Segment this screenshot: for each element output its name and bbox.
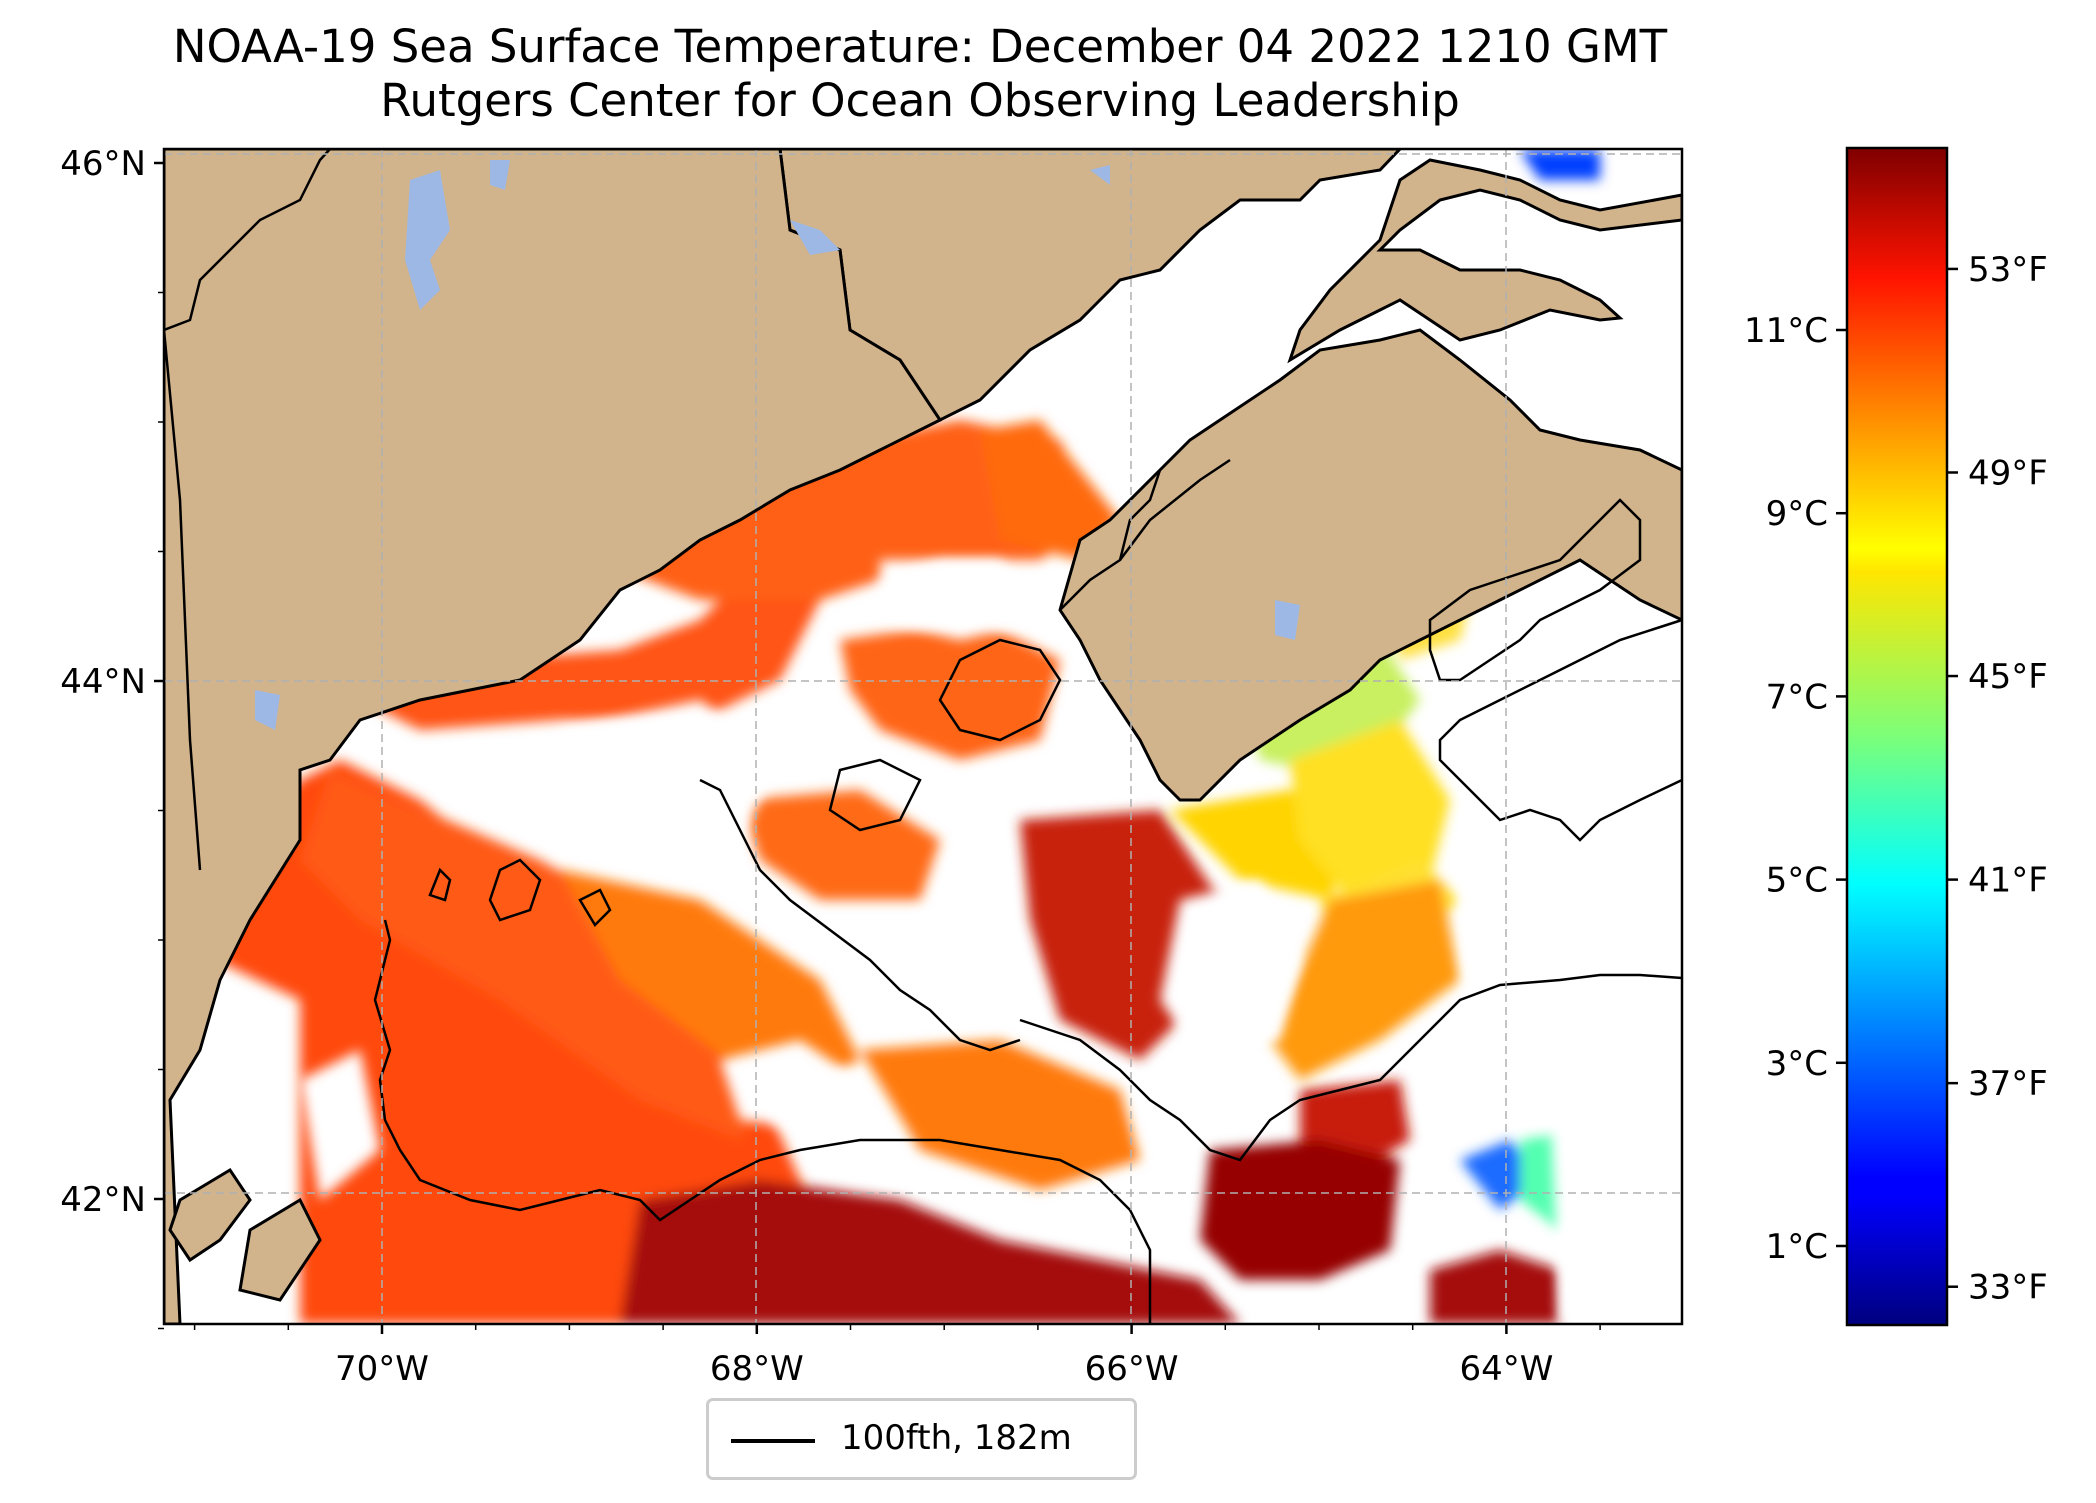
colorbar-celsius-axis: 1°C 3°C 5°C 7°C 9°C 11°C: [1744, 311, 1847, 1267]
celsius-tick-label: 3°C: [1766, 1044, 1828, 1084]
lat-axis: 46°N 44°N 42°N: [60, 144, 164, 1330]
cloud-mask: [300, 220, 1682, 1324]
legend: 100fth, 182m: [706, 1398, 1137, 1480]
fahrenheit-tick-label: 37°F: [1968, 1064, 2048, 1104]
map-frame: [162, 147, 1684, 1326]
celsius-tick-label: 5°C: [1766, 861, 1828, 901]
lat-tick-label: 44°N: [60, 662, 146, 702]
legend-label: 100fth, 182m: [841, 1418, 1072, 1458]
celsius-tick-label: 7°C: [1766, 677, 1828, 717]
legend-isobath-line: [731, 1439, 815, 1443]
colorbar: 1°C 3°C 5°C 7°C 9°C 11°C 33°F 37°F 41°F 45°F 49°F…: [1744, 146, 2048, 1327]
colorbar-gradient: [1845, 146, 1949, 1327]
fahrenheit-tick-label: 49°F: [1968, 453, 2048, 493]
title-line-2: Rutgers Center for Ocean Observing Leade…: [380, 74, 1460, 127]
lon-tick-label: 70°W: [335, 1349, 429, 1389]
isobath-100fth: [373, 498, 1682, 1324]
lon-tick-label: 68°W: [710, 1349, 804, 1389]
lon-axis: 70°W 68°W 66°W 64°W: [193, 1324, 1601, 1389]
lakes: [255, 160, 1300, 730]
celsius-tick-label: 1°C: [1766, 1227, 1828, 1267]
celsius-tick-label: 9°C: [1766, 494, 1828, 534]
fahrenheit-tick-label: 45°F: [1968, 657, 2048, 697]
land: [164, 149, 1682, 1324]
celsius-tick-label: 11°C: [1744, 311, 1828, 351]
lon-tick-label: 66°W: [1085, 1349, 1179, 1389]
fahrenheit-tick-label: 53°F: [1968, 250, 2048, 290]
lon-tick-label: 64°W: [1459, 1349, 1553, 1389]
chart-title: NOAA-19 Sea Surface Temperature: Decembe…: [0, 20, 1840, 128]
colorbar-fahrenheit-axis: 33°F 37°F 41°F 45°F 49°F 53°F: [1947, 250, 2048, 1308]
fahrenheit-tick-label: 33°F: [1968, 1268, 2048, 1308]
lat-tick-label: 42°N: [60, 1180, 146, 1220]
lat-tick-label: 46°N: [60, 144, 146, 184]
coastline-detail: [164, 149, 1231, 871]
gridlines: [164, 149, 1682, 1324]
title-line-1: NOAA-19 Sea Surface Temperature: Decembe…: [172, 20, 1668, 73]
fahrenheit-tick-label: 41°F: [1968, 861, 2048, 901]
sst-field: [215, 150, 1600, 1324]
